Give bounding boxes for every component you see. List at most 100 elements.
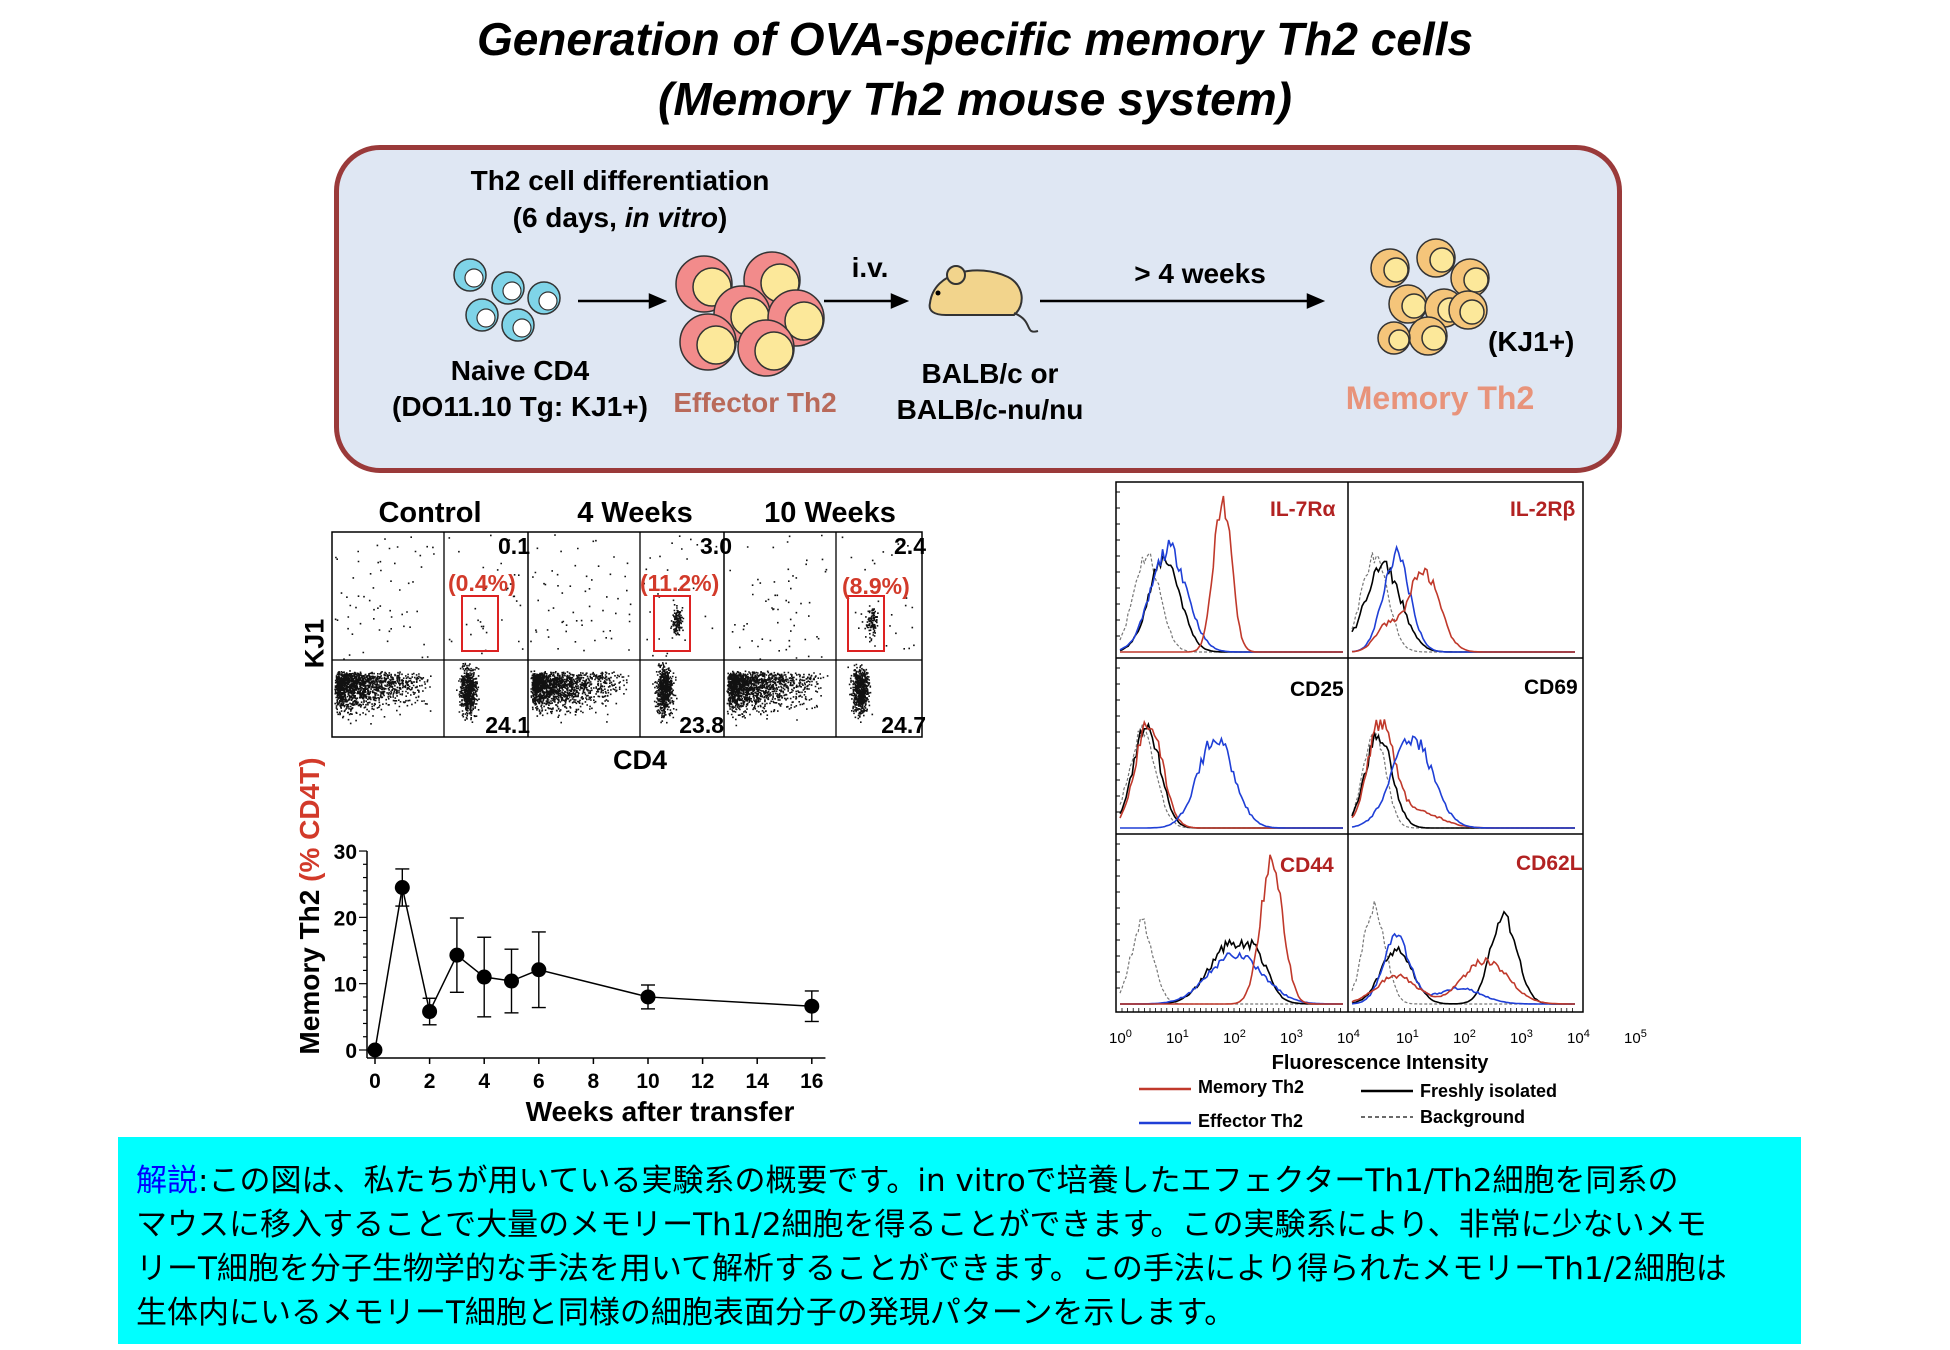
x-tick-label: 14 (746, 1070, 770, 1093)
x-tick-label: 4 (478, 1070, 490, 1093)
facs-lr-2: 24.7 (881, 712, 926, 738)
histogram-curve (1351, 552, 1575, 653)
data-point (804, 998, 820, 1014)
hist-x-tick-label: 104 (1337, 1028, 1360, 1047)
facs-ur-2: 2.4 (894, 533, 926, 559)
hist-title-5: CD62L (1516, 852, 1583, 875)
histogram-curve (1351, 719, 1575, 829)
histogram-curve (1351, 560, 1575, 653)
y-tick-label: 0 (345, 1040, 357, 1063)
data-point (476, 969, 492, 985)
mouse-label-1: BALB/c or (921, 358, 1059, 389)
facs-dots-panel-0 (334, 534, 524, 725)
naive-label-2: (DO11.10 Tg: KJ1+) (392, 391, 648, 422)
x-tick-label: 0 (369, 1070, 381, 1093)
histogram-grid (1115, 481, 1584, 1013)
histogram-curve (1119, 719, 1343, 829)
explanation-line-2: マウスに移入することで大量のメモリーTh1/2細胞を得ることができます。この実験… (136, 1207, 1707, 1243)
hist-title-2: CD25 (1290, 678, 1344, 701)
hist-legend-swatches (1139, 1087, 1413, 1125)
iv-label: i.v. (851, 252, 889, 283)
x-tick-label: 16 (800, 1070, 823, 1093)
facs-xlabel: CD4 (612, 745, 667, 775)
histogram-curve (1351, 544, 1575, 653)
scheme-graphics (578, 265, 1326, 333)
hist-x-tick-label: 104 (1567, 1028, 1590, 1047)
histogram-curve (1120, 854, 1343, 1005)
explanation-line-4: 生体内にいるメモリーT細胞と同様の細胞表面分子の発現パターンを示します。 (136, 1295, 1236, 1331)
kj1-label: (KJ1+) (1488, 326, 1575, 357)
facs-dots-panel-2 (726, 534, 915, 727)
facs-panel-title-1: 4 Weeks (577, 497, 693, 529)
hist-x-tick-label: 100 (1109, 1028, 1132, 1047)
hist-title-4: CD44 (1280, 854, 1334, 877)
legend-label-memory: Memory Th2 (1198, 1077, 1305, 1097)
histogram-curve (1120, 495, 1343, 653)
data-point (394, 880, 410, 896)
histogram-curve (1351, 567, 1575, 653)
data-point (367, 1042, 383, 1058)
memory-th2-line-chart: 0 2 4 6 8 10 12 14 16 0 10 20 30 (334, 841, 826, 1093)
histogram-curve (1119, 917, 1343, 1005)
histogram-curve (1351, 900, 1575, 1005)
hist-x-tick-label: 102 (1453, 1028, 1476, 1047)
facs-pct-0: (0.4%) (448, 570, 516, 596)
hist-title-0: IL-7Rα (1270, 498, 1336, 521)
figure-title-line2: (Memory Th2 mouse system) (658, 73, 1292, 125)
hist-x-tick-label: 103 (1510, 1028, 1533, 1047)
histogram-curve (1351, 732, 1575, 829)
facs-dotplots (331, 531, 923, 738)
histogram-curve (1351, 932, 1575, 1005)
facs-pct-2: (8.9%) (842, 573, 910, 599)
legend-label-fresh: Freshly isolated (1420, 1081, 1558, 1101)
explanation-box: 解説:この図は、私たちが用いている実験系の概要です。in vitroで培養したエ… (118, 1137, 1801, 1344)
histogram-curve (1120, 937, 1343, 1005)
hist-x-tick-label: 101 (1166, 1028, 1189, 1047)
histogram-curve (1119, 721, 1343, 829)
mouse-label-2: BALB/c-nu/nu (896, 394, 1084, 425)
histogram-curve (1351, 731, 1575, 829)
legend-label-background: Background (1420, 1107, 1526, 1127)
facs-ur-0: 0.1 (498, 533, 530, 559)
facs-dots-panel-1 (530, 534, 718, 724)
data-point (531, 962, 547, 978)
data-point (640, 989, 656, 1005)
data-point (449, 947, 465, 963)
histogram-curve (1351, 735, 1575, 829)
effector-label: Effector Th2 (673, 387, 837, 418)
memory-cells-group (1370, 238, 1490, 356)
series-line (374, 887, 812, 1051)
facs-lr-0: 24.1 (485, 712, 530, 738)
memory-label: Memory Th2 (1345, 380, 1535, 416)
x-tick-label: 8 (588, 1070, 600, 1093)
x-tick-label: 2 (424, 1070, 436, 1093)
hist-title-3: CD69 (1524, 676, 1578, 699)
hist-title-1: IL-2Rβ (1510, 498, 1576, 521)
histogram-curve (1120, 736, 1343, 829)
data-point (422, 1004, 438, 1020)
line-chart-xlabel: Weeks after transfer (525, 1096, 795, 1127)
histogram-curve (1119, 552, 1343, 653)
hist-x-tick-label: 103 (1280, 1028, 1303, 1047)
facs-ylabel: KJ1 (299, 618, 330, 669)
histogram-curve (1119, 555, 1343, 653)
histogram-curve (1351, 956, 1575, 1005)
x-tick-label: 12 (691, 1070, 714, 1093)
line-chart-ylabel: Memory Th2 (% CD4T) (294, 757, 325, 1055)
figure-title-line1: Generation of OVA-specific memory Th2 ce… (476, 13, 1474, 65)
data-point (504, 973, 519, 989)
histogram-curve (1119, 723, 1343, 829)
facs-lr-1: 23.8 (679, 712, 724, 738)
y-tick-label: 30 (334, 841, 357, 864)
naive-cells-group (453, 258, 561, 342)
hist-x-tick-label: 102 (1223, 1028, 1246, 1047)
explanation-heading: 解説 (136, 1163, 198, 1199)
x-tick-label: 6 (533, 1070, 545, 1093)
facs-panel-title-2: 10 Weeks (764, 497, 896, 529)
facs-panel-title-0: Control (378, 497, 482, 529)
effector-cells-group (675, 251, 825, 377)
legend-label-effector: Effector Th2 (1198, 1111, 1304, 1131)
step1-title: Th2 cell differentiation (470, 165, 770, 196)
y-tick-label: 10 (334, 974, 357, 997)
facs-ur-1: 3.0 (700, 533, 732, 559)
